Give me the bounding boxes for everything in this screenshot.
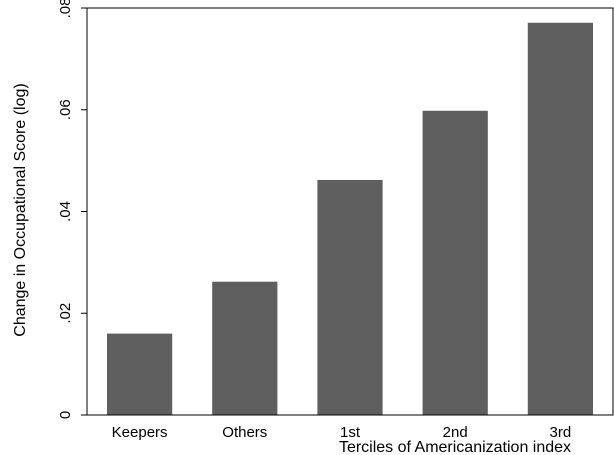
y-tick-label: .08 xyxy=(57,0,74,18)
y-tick-label: .02 xyxy=(57,303,74,324)
x-tick-label-1st: 1st xyxy=(340,424,361,441)
x-tick-label-keepers: Keepers xyxy=(112,424,168,441)
x-tick-label-2nd: 2nd xyxy=(443,424,468,441)
x-axis-title: Terciles of Americanization index xyxy=(339,439,571,455)
y-tick-label: .04 xyxy=(57,201,74,222)
bar-3rd xyxy=(527,22,594,415)
x-axis-category-labels: Keepers Others 1st 2nd 3rd xyxy=(112,424,572,441)
bar-2nd xyxy=(422,110,488,415)
bar-others xyxy=(212,281,278,415)
bars-group xyxy=(106,22,594,415)
bar-keepers xyxy=(106,333,173,415)
x-tick-label-others: Others xyxy=(222,424,267,441)
y-tick-label: .06 xyxy=(57,99,74,120)
y-tick-label: 0 xyxy=(57,411,74,419)
y-axis-ticks: 0 .02 .04 .06 .08 xyxy=(57,0,87,419)
y-axis-title: Change in Occupational Score (log) xyxy=(12,83,29,336)
bar-1st xyxy=(317,179,383,415)
x-tick-label-3rd: 3rd xyxy=(550,424,572,441)
